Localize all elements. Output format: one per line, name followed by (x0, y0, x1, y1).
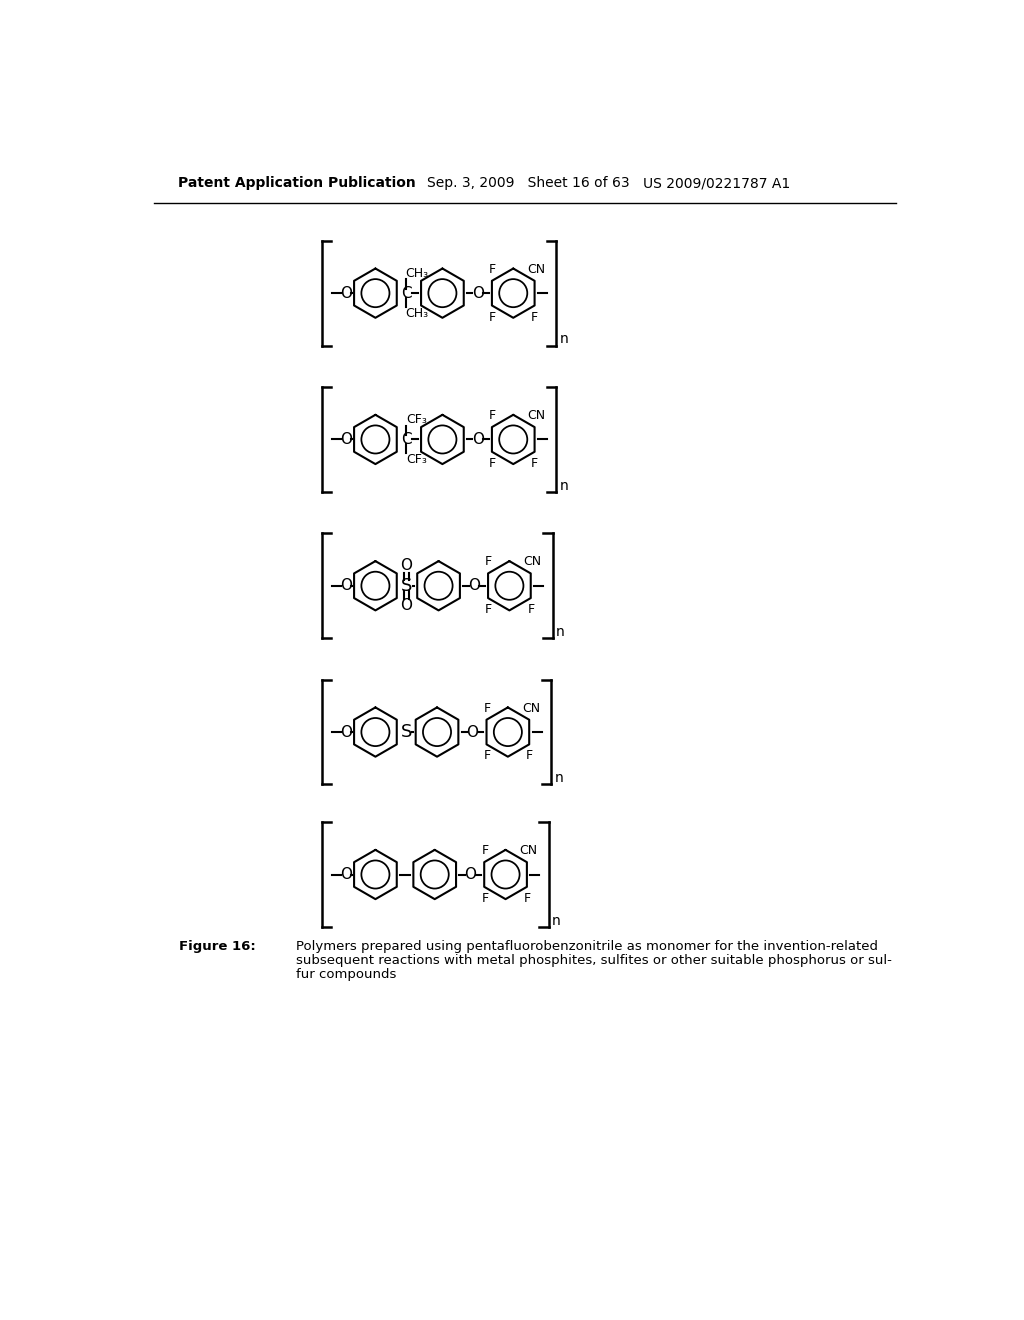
Text: n: n (552, 913, 561, 928)
Text: CF₃: CF₃ (407, 413, 427, 426)
Text: F: F (489, 409, 497, 422)
Text: S: S (400, 723, 412, 741)
Text: CF₃: CF₃ (407, 453, 427, 466)
Text: O: O (472, 285, 483, 301)
Text: Patent Application Publication: Patent Application Publication (178, 176, 416, 190)
Text: n: n (554, 771, 563, 785)
Text: O: O (340, 867, 352, 882)
Text: F: F (531, 457, 539, 470)
Text: F: F (531, 310, 539, 323)
Text: F: F (523, 892, 530, 906)
Text: CN: CN (522, 702, 540, 714)
Text: fur compounds: fur compounds (296, 968, 396, 981)
Text: F: F (481, 892, 488, 906)
Text: O: O (467, 725, 478, 739)
Text: subsequent reactions with metal phosphites, sulfites or other suitable phosphoru: subsequent reactions with metal phosphit… (296, 954, 892, 966)
Text: O: O (472, 432, 483, 447)
Text: C: C (401, 432, 412, 447)
Text: Sep. 3, 2009   Sheet 16 of 63: Sep. 3, 2009 Sheet 16 of 63 (427, 176, 630, 190)
Text: F: F (483, 702, 490, 714)
Text: F: F (525, 750, 532, 763)
Text: O: O (464, 867, 476, 882)
Text: CN: CN (519, 843, 538, 857)
Text: n: n (560, 479, 568, 492)
Text: F: F (485, 603, 493, 616)
Text: C: C (401, 285, 412, 301)
Text: Figure 16:: Figure 16: (179, 940, 256, 953)
Text: CH₃: CH₃ (406, 306, 429, 319)
Text: CH₃: CH₃ (406, 267, 429, 280)
Text: CN: CN (527, 409, 546, 422)
Text: n: n (560, 333, 568, 346)
Text: F: F (489, 457, 497, 470)
Text: O: O (340, 285, 352, 301)
Text: O: O (340, 725, 352, 739)
Text: Polymers prepared using pentafluorobenzonitrile as monomer for the invention-rel: Polymers prepared using pentafluorobenzo… (296, 940, 879, 953)
Text: CN: CN (527, 263, 546, 276)
Text: O: O (340, 578, 352, 593)
Text: F: F (485, 556, 493, 569)
Text: S: S (400, 577, 412, 595)
Text: CN: CN (523, 556, 542, 569)
Text: O: O (340, 432, 352, 447)
Text: F: F (489, 310, 497, 323)
Text: F: F (527, 603, 535, 616)
Text: F: F (481, 843, 488, 857)
Text: n: n (556, 624, 564, 639)
Text: F: F (483, 750, 490, 763)
Text: F: F (489, 263, 497, 276)
Text: O: O (400, 558, 413, 573)
Text: O: O (400, 598, 413, 614)
Text: O: O (468, 578, 480, 593)
Text: US 2009/0221787 A1: US 2009/0221787 A1 (643, 176, 790, 190)
